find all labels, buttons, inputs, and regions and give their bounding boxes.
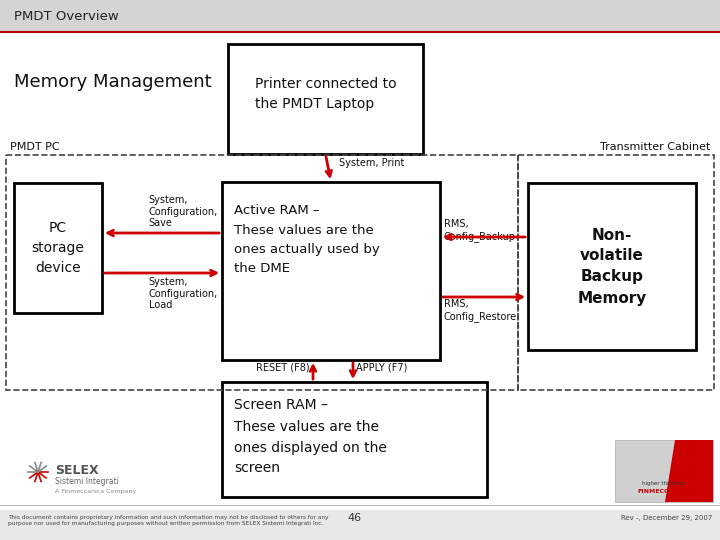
Text: Non-
volatile
Backup
Memory: Non- volatile Backup Memory [577, 227, 647, 306]
Text: FINMECCANICA: FINMECCANICA [637, 489, 690, 494]
Text: Rev -, December 29, 2007: Rev -, December 29, 2007 [621, 515, 712, 521]
Bar [518, 155, 714, 390]
Bar [0, 0, 720, 32]
Bar [528, 183, 696, 350]
Text: System,
Configuration,
Save: System, Configuration, Save [149, 195, 218, 228]
Text: SELEX: SELEX [55, 463, 99, 476]
Bar [14, 183, 102, 313]
Text: These values are the
ones displayed on the
screen: These values are the ones displayed on t… [234, 420, 387, 475]
Text: PMDT PC: PMDT PC [10, 142, 60, 152]
Bar [0, 32, 720, 510]
Text: Transmitter Cabinet: Transmitter Cabinet [600, 142, 710, 152]
Text: Printer connected to
the PMDT Laptop: Printer connected to the PMDT Laptop [255, 77, 396, 111]
Text: higher thinking.: higher thinking. [642, 481, 685, 486]
Text: RMS,
Config_Backup: RMS, Config_Backup [444, 219, 516, 241]
Bar [6, 155, 518, 390]
Text: These values are the
ones actually used by
the DME: These values are the ones actually used … [234, 224, 379, 275]
Text: This document contains proprietary information and such information may not be d: This document contains proprietary infor… [8, 515, 328, 526]
Bar [228, 44, 423, 154]
Text: Memory Management: Memory Management [14, 73, 212, 91]
Polygon shape [665, 440, 713, 502]
Bar [222, 182, 440, 360]
Text: RESET (F8): RESET (F8) [256, 362, 310, 372]
Text: 46: 46 [348, 513, 362, 523]
Bar [615, 440, 713, 502]
Text: Active RAM –: Active RAM – [234, 204, 320, 217]
Text: System,
Configuration,
Load: System, Configuration, Load [149, 277, 218, 310]
Bar [222, 382, 487, 497]
Text: A Finmeccanica Company: A Finmeccanica Company [55, 489, 136, 495]
Text: System, Print: System, Print [339, 158, 405, 168]
Text: APPLY (F7): APPLY (F7) [356, 362, 408, 372]
Text: Screen RAM –: Screen RAM – [234, 398, 328, 412]
Text: PC
storage
device: PC storage device [32, 221, 84, 274]
Text: Sistemi Integrati: Sistemi Integrati [55, 477, 119, 487]
Text: PMDT Overview: PMDT Overview [14, 10, 119, 23]
Text: RMS,
Config_Restore: RMS, Config_Restore [444, 299, 517, 321]
